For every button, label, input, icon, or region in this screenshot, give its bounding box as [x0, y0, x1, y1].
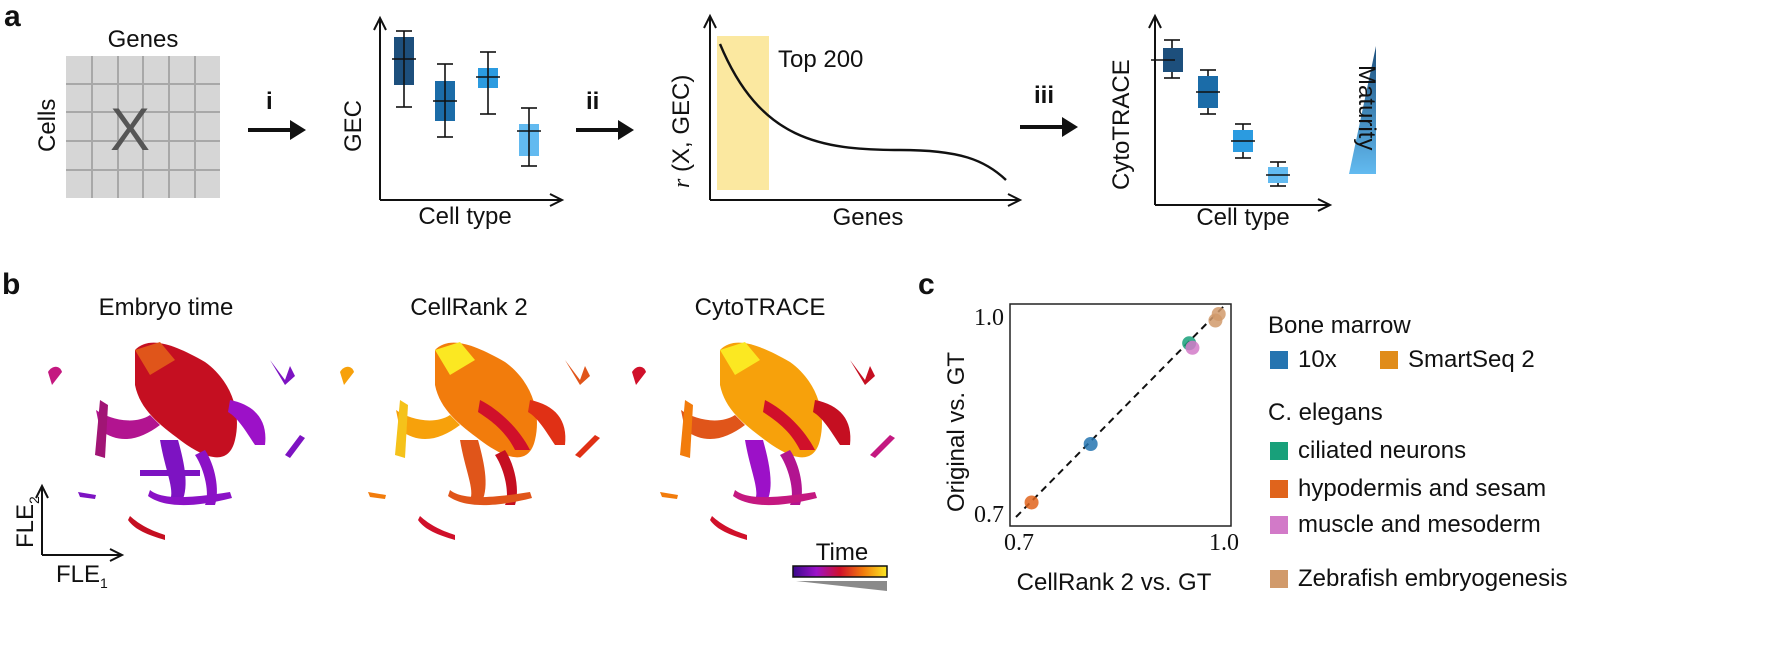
step-i-label: i	[266, 88, 273, 115]
scatter-ylabel: Original vs. GT	[943, 351, 970, 512]
fle1-sub: 1	[100, 574, 108, 591]
embryo-time-title: Embryo time	[98, 294, 234, 321]
scatter-point-muscle-and-mesoderm	[1185, 340, 1200, 355]
panel-letter-b: b	[2, 268, 21, 301]
maturity-gradient-wedge	[1349, 46, 1376, 174]
matrix-x-label: X	[110, 96, 151, 163]
ytick-1-0: 1.0	[974, 305, 1004, 331]
fle1-label: FLE1	[56, 563, 108, 590]
legend-label-hypodermis: hypodermis and sesam	[1298, 475, 1547, 502]
legend-swatch-hypodermis	[1270, 480, 1288, 498]
cytotrace-title: CytoTRACE	[694, 294, 826, 321]
scatter-point-10x	[1083, 437, 1098, 451]
matrix-genes-label: Genes	[107, 26, 179, 53]
panel-letter-a: a	[4, 0, 21, 33]
legend-swatch-ciliated-neurons	[1270, 442, 1288, 460]
legend-label-smartseq2: SmartSeq 2	[1408, 346, 1535, 373]
cytotrace-boxplot	[1148, 13, 1333, 212]
embedding-embryo-time	[48, 342, 305, 540]
xtick-1-0: 1.0	[1209, 530, 1239, 556]
step-arrows	[248, 117, 1078, 140]
legend-swatch-10x	[1270, 351, 1288, 369]
time-colorbar-wedge	[796, 581, 887, 591]
step-ii-label: ii	[586, 88, 600, 115]
legend-label-zebrafish: Zebrafish embryogenesis	[1298, 565, 1568, 592]
embedding-cytotrace	[632, 342, 895, 540]
legend-c-elegans-header: C. elegans	[1268, 399, 1383, 426]
gec-xlabel: Cell type	[418, 203, 512, 230]
legend-label-muscle-mesoderm: muscle and mesoderm	[1298, 511, 1541, 538]
fle1-base: FLE	[56, 561, 101, 588]
gene-cell-matrix	[66, 56, 220, 198]
cytotrace-xlabel: Cell type	[1196, 204, 1290, 231]
time-colorbar-label: Time	[815, 539, 869, 566]
step-iii-label: iii	[1034, 82, 1055, 109]
top-200-label: Top 200	[778, 46, 864, 73]
xtick-0-7: 0.7	[1004, 530, 1034, 556]
scatter-xlabel: CellRank 2 vs. GT	[1016, 569, 1212, 596]
legend-swatch-muscle-mesoderm	[1270, 516, 1288, 534]
legend-label-ciliated-neurons: ciliated neurons	[1298, 437, 1467, 464]
legend-label-10x: 10x	[1298, 346, 1337, 373]
scatter-frame	[1009, 303, 1232, 527]
ytick-0-7: 0.7	[974, 502, 1004, 528]
correlation-plot	[703, 13, 1023, 207]
corr-xlabel: Genes	[832, 204, 904, 231]
scatter-points	[1024, 307, 1226, 510]
time-colorbar	[792, 565, 888, 578]
embedding-cellrank2	[340, 342, 600, 540]
legend-bone-marrow-header: Bone marrow	[1268, 312, 1411, 339]
legend-swatch-zebrafish	[1270, 570, 1288, 588]
legend-swatch-smartseq2	[1380, 351, 1398, 369]
cellrank2-title: CellRank 2	[410, 294, 528, 321]
scatter-point-zebrafish-embryogenesis	[1211, 307, 1226, 321]
scatter-point-hypodermis-and-sesam	[1024, 495, 1039, 510]
panel-letter-c: c	[918, 268, 935, 301]
gec-boxplot	[373, 15, 565, 207]
fle-axes	[35, 483, 125, 562]
